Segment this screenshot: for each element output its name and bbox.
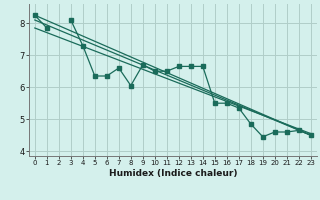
X-axis label: Humidex (Indice chaleur): Humidex (Indice chaleur) — [108, 169, 237, 178]
